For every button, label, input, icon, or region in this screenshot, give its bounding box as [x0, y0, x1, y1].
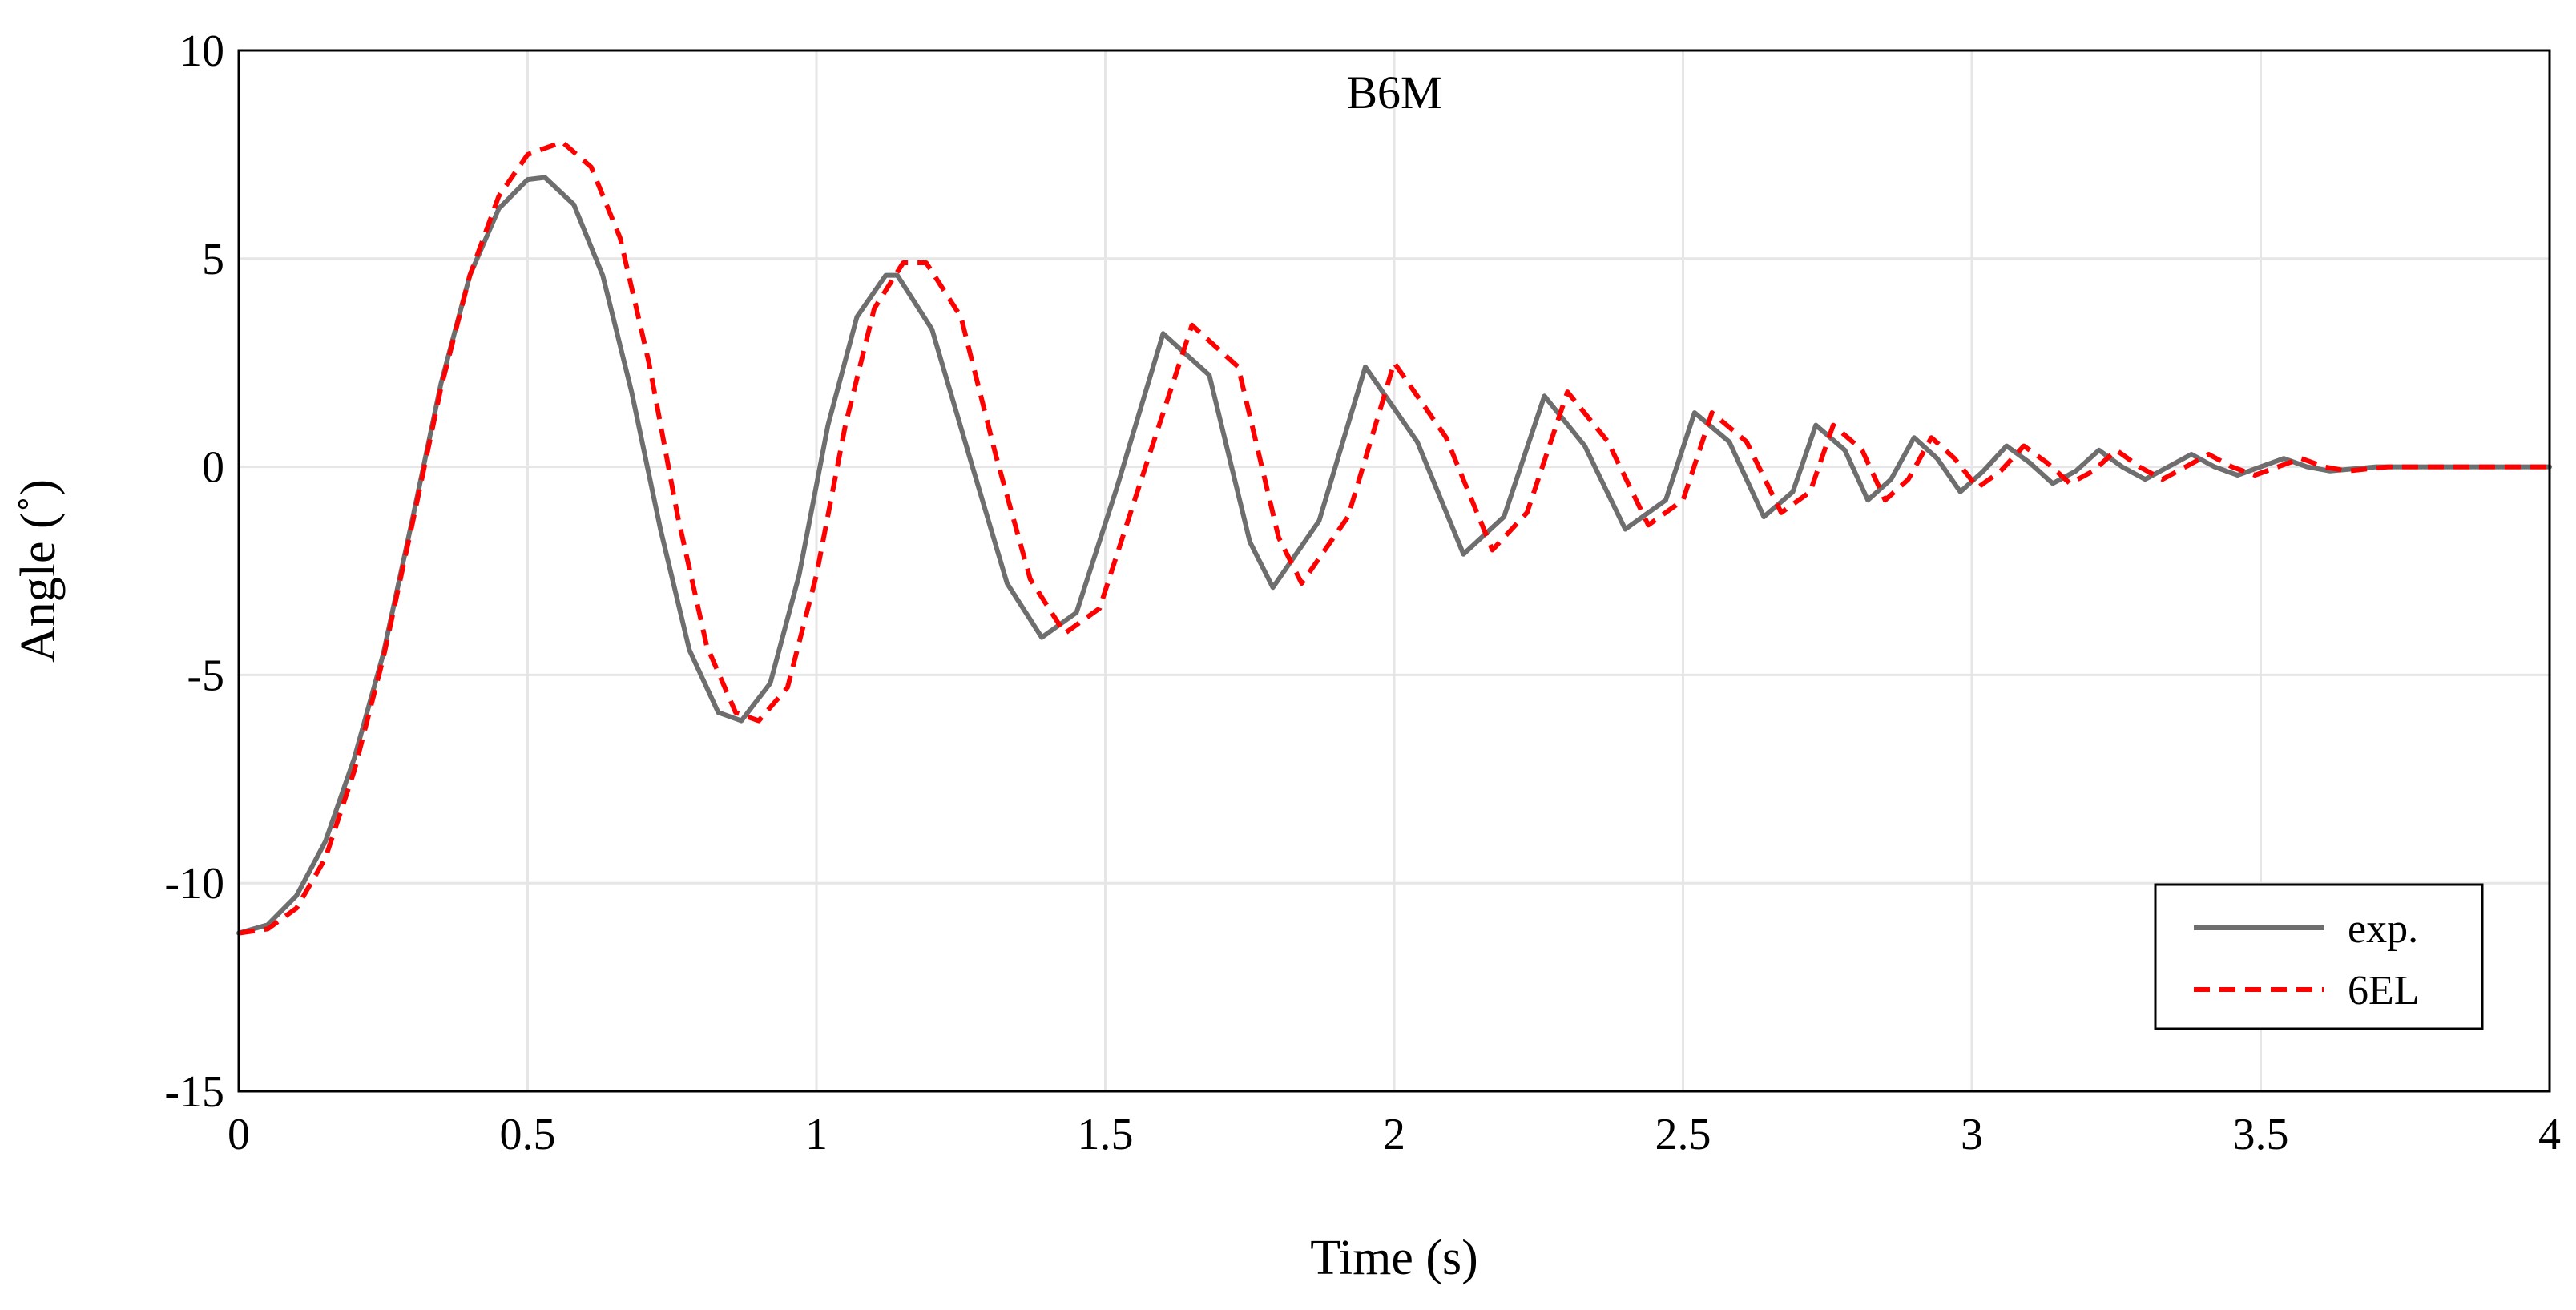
- y-tick-label: -10: [164, 859, 224, 909]
- x-tick-label: 0: [228, 1110, 250, 1159]
- y-tick-label: -5: [187, 651, 224, 700]
- x-tick-label: 2.5: [1655, 1110, 1711, 1159]
- x-tick-label: 0.5: [500, 1110, 556, 1159]
- x-tick-label: 2: [1383, 1110, 1405, 1159]
- legend-label-6el: 6EL: [2348, 968, 2420, 1014]
- x-tick-label: 1: [805, 1110, 828, 1159]
- y-tick-label: 10: [179, 26, 224, 76]
- x-axis-label: Time (s): [1310, 1231, 1478, 1285]
- series-lines: [236, 139, 2552, 936]
- y-tick-label: -15: [164, 1067, 224, 1117]
- x-tick-label: 3: [1961, 1110, 1983, 1159]
- x-tick-label: 4: [2538, 1110, 2561, 1159]
- legend-label-exp: exp.: [2348, 906, 2418, 952]
- chart-title: B6M: [1346, 67, 1441, 119]
- series-line-exp: [236, 175, 2552, 936]
- y-axis-label: Angle (˚): [11, 479, 66, 663]
- plot-frame: [237, 49, 2551, 1093]
- y-tick-label: 0: [202, 443, 224, 493]
- legend: exp. 6EL: [2154, 883, 2484, 1030]
- legend-box: [2154, 883, 2484, 1030]
- y-tick-label: 5: [202, 235, 224, 284]
- x-tick-label: 3.5: [2233, 1110, 2289, 1159]
- x-tick-label: 1.5: [1078, 1110, 1134, 1159]
- tick-labels: 0 0.5 1 1.5 2 2.5 3 3.5 4 -15 -10 -5 0 5 10: [164, 26, 2561, 1159]
